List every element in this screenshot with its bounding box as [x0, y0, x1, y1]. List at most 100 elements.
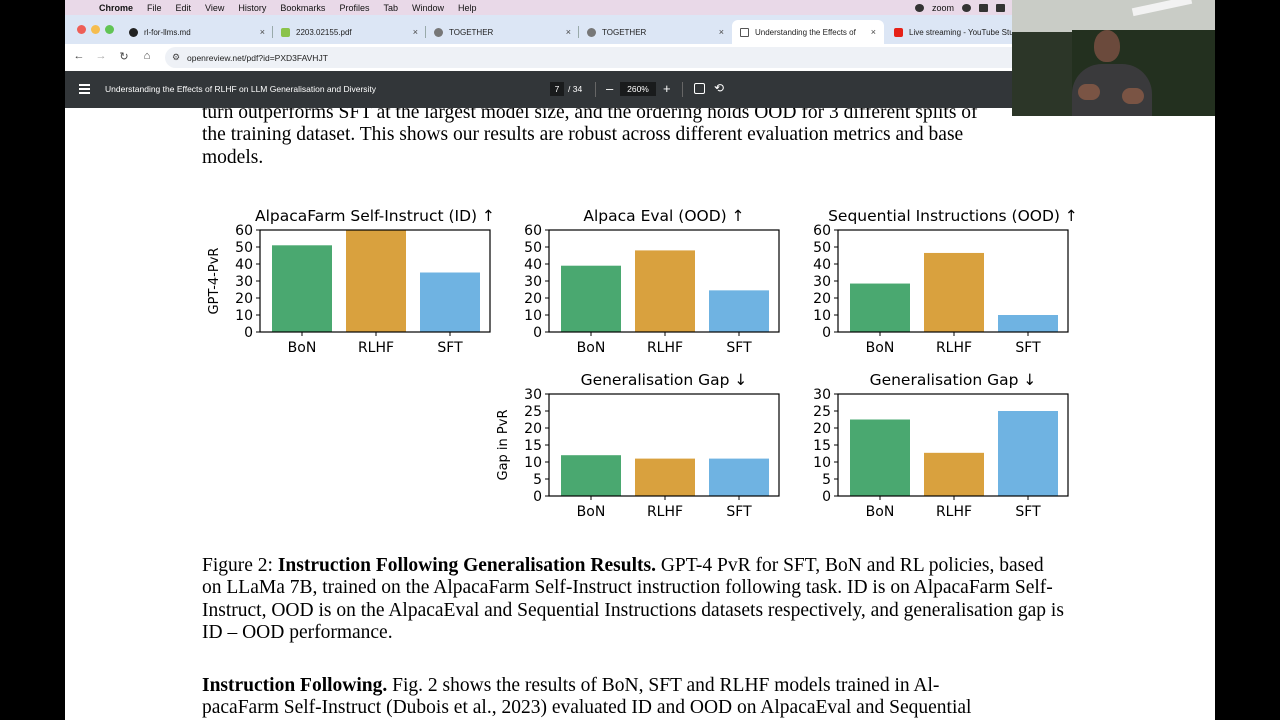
- forward-button[interactable]: →: [95, 50, 107, 62]
- chart-title: Generalisation Gap ↓: [581, 371, 748, 389]
- menu-history[interactable]: History: [238, 2, 267, 13]
- y-tick-label: 0: [822, 489, 831, 505]
- tab-title: Understanding the Effects of: [755, 27, 856, 37]
- tab-title: TOGETHER: [449, 27, 494, 37]
- menu-help[interactable]: Help: [457, 2, 477, 13]
- home-button[interactable]: ⌂: [143, 50, 151, 62]
- youtube-icon: [894, 27, 903, 37]
- y-tick-label: 40: [235, 257, 253, 273]
- y-tick-label: 20: [813, 421, 831, 437]
- y-tick-label: 0: [822, 325, 831, 341]
- paragraph-top: turn outperforms SFT at the largest mode…: [202, 108, 1086, 169]
- y-tick-label: 10: [235, 308, 253, 324]
- bar-rlhf: [924, 452, 984, 496]
- menu-view[interactable]: View: [205, 2, 225, 13]
- bar-rlhf: [924, 252, 984, 332]
- page-number-input[interactable]: 7: [550, 82, 564, 96]
- bar-bon: [561, 455, 621, 496]
- x-tick-label: SFT: [726, 504, 752, 520]
- x-tick-label: SFT: [726, 340, 752, 356]
- bar-sft: [709, 458, 769, 496]
- pdf-icon: [281, 27, 290, 37]
- zoom-window-button[interactable]: [105, 25, 114, 34]
- record-icon[interactable]: [962, 3, 971, 12]
- chart-title: Generalisation Gap ↓: [870, 371, 1037, 389]
- x-tick-label: RLHF: [936, 340, 972, 356]
- close-icon[interactable]: ×: [412, 27, 418, 37]
- zoom-in-button[interactable]: +: [663, 81, 671, 96]
- tab-rl-for-llms[interactable]: rl-for-llms.md ×: [121, 20, 273, 44]
- status-icon[interactable]: [914, 3, 924, 12]
- close-icon[interactable]: ×: [870, 27, 876, 37]
- tab-title: rl-for-llms.md: [144, 27, 191, 37]
- bar-sft: [709, 290, 769, 332]
- y-tick-label: 20: [524, 291, 542, 307]
- y-tick-label: 60: [524, 223, 542, 239]
- x-tick-label: BoN: [288, 340, 317, 356]
- webcam-overlay: [1012, 0, 1215, 116]
- reload-button[interactable]: ↻: [119, 51, 129, 63]
- chart-title: Alpaca Eval (OOD) ↑: [583, 207, 744, 225]
- menu-file[interactable]: File: [147, 2, 162, 13]
- zoom-level-input[interactable]: 260%: [620, 82, 656, 96]
- menu-profiles[interactable]: Profiles: [339, 2, 370, 13]
- rotate-icon[interactable]: ⟲: [714, 81, 725, 95]
- menu-window[interactable]: Window: [411, 2, 444, 13]
- caption-prefix: Figure 2:: [202, 555, 278, 576]
- menu-edit[interactable]: Edit: [175, 2, 192, 13]
- tab-youtube-studio[interactable]: Live streaming - YouTube Stu: [886, 20, 1016, 44]
- webcam-person-head: [1094, 30, 1120, 62]
- x-tick-label: BoN: [866, 504, 895, 520]
- chart-title: Sequential Instructions (OOD) ↑: [828, 207, 1078, 225]
- close-icon[interactable]: ×: [259, 27, 265, 37]
- menu-bookmarks[interactable]: Bookmarks: [280, 2, 326, 13]
- url-text: openreview.net/pdf?id=PXD3FAVHJT: [187, 52, 328, 63]
- tab-understanding-effects[interactable]: Understanding the Effects of ×: [732, 20, 884, 44]
- y-tick-label: 10: [524, 308, 542, 324]
- text-run: Fig. 2 shows the results of BoN, SFT and…: [387, 675, 940, 696]
- text-line: turn outperforms SFT at the largest mode…: [202, 108, 978, 123]
- zoom-out-button[interactable]: –: [606, 81, 614, 96]
- tab-together-1[interactable]: TOGETHER ×: [426, 20, 579, 44]
- y-tick-label: 40: [813, 257, 831, 273]
- y-axis-label: GPT-4-PvR: [207, 248, 222, 315]
- zoom-label[interactable]: zoom: [931, 2, 954, 13]
- minimize-window-button[interactable]: [91, 25, 100, 34]
- y-tick-label: 5: [822, 472, 831, 488]
- tab-title: TOGETHER: [602, 27, 647, 37]
- text-line: models.: [202, 146, 264, 168]
- x-tick-label: BoN: [866, 340, 895, 356]
- bar-sft: [998, 411, 1058, 496]
- github-icon: [129, 27, 138, 37]
- camera-icon[interactable]: [979, 3, 988, 12]
- menu-tab[interactable]: Tab: [383, 2, 398, 13]
- menu-chrome[interactable]: Chrome: [99, 2, 134, 13]
- site-info-icon[interactable]: ⚙: [172, 52, 181, 62]
- toolbar-divider: [595, 82, 596, 97]
- webcam-person-hand: [1078, 84, 1100, 100]
- tab-pdf[interactable]: 2203.02155.pdf ×: [273, 20, 426, 44]
- y-tick-label: 10: [813, 455, 831, 471]
- tab-together-2[interactable]: TOGETHER ×: [579, 20, 732, 44]
- y-tick-label: 30: [813, 387, 831, 403]
- x-tick-label: RLHF: [647, 340, 683, 356]
- close-window-button[interactable]: [77, 25, 86, 34]
- y-axis-label: Gap in PvR: [496, 410, 511, 481]
- y-tick-label: 50: [524, 240, 542, 256]
- close-icon[interactable]: ×: [565, 27, 571, 37]
- back-button[interactable]: ←: [73, 50, 85, 62]
- tab-divider: [272, 26, 273, 38]
- y-tick-label: 30: [524, 274, 542, 290]
- bar-bon: [850, 419, 910, 496]
- screen-icon[interactable]: [996, 3, 1005, 12]
- paragraph-heading: Instruction Following.: [202, 675, 388, 696]
- menu-icon[interactable]: [79, 84, 90, 96]
- y-tick-label: 15: [524, 438, 542, 454]
- y-tick-label: 20: [235, 291, 253, 307]
- text-line: Instruction Following. Fig. 2 shows the …: [202, 675, 1086, 697]
- bar-sft: [420, 272, 480, 332]
- y-tick-label: 10: [524, 455, 542, 471]
- close-icon[interactable]: ×: [718, 27, 724, 37]
- address-bar[interactable]: ⚙ openreview.net/pdf?id=PXD3FAVHJT: [165, 47, 1185, 68]
- fit-page-icon[interactable]: [694, 83, 705, 94]
